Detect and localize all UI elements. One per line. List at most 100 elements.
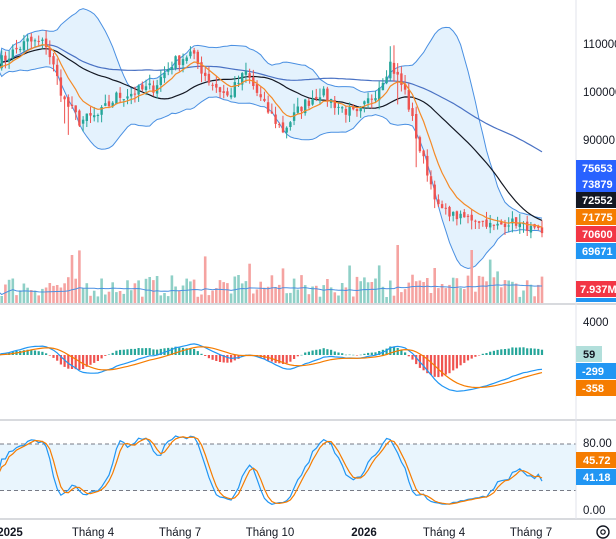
volume-bar: [44, 287, 48, 303]
volume-bar: [540, 276, 544, 303]
svg-text:45.72: 45.72: [583, 455, 611, 467]
candle: [241, 72, 244, 91]
candle: [56, 58, 59, 85]
macd-histogram-bar: [341, 353, 344, 355]
candle: [26, 34, 29, 50]
macd-histogram-bar: [67, 355, 70, 369]
price-label-badge: 72552: [576, 192, 616, 208]
macd-histogram-bar: [45, 353, 48, 355]
macd-histogram-bar: [507, 348, 510, 355]
macd-histogram-bar: [392, 347, 396, 355]
candle: [311, 90, 314, 106]
volume-bar: [315, 285, 318, 303]
volume-bar: [292, 278, 296, 303]
volume-bar: [4, 284, 7, 303]
candle: [381, 78, 385, 91]
candle: [507, 217, 510, 232]
macd-histogram-bar: [330, 349, 333, 355]
macd-histogram-bar: [492, 350, 495, 355]
svg-text:-358: -358: [582, 383, 604, 395]
volume-bar: [26, 287, 29, 303]
price-panel[interactable]: [0, 8, 544, 270]
macd-histogram-bar: [307, 351, 310, 355]
candle: [133, 86, 137, 103]
candle: [33, 38, 37, 48]
stochastic-label-badge: 41.18: [576, 469, 616, 485]
macd-histogram-bar: [107, 354, 111, 355]
candle: [492, 224, 496, 231]
x-tick-label: Tháng 4: [423, 527, 466, 539]
volume-label-badge: 7.937M: [576, 281, 616, 297]
volume-bar: [359, 281, 362, 303]
macd-histogram-bar: [137, 348, 140, 355]
volume-bar: [285, 293, 288, 303]
candle: [474, 219, 477, 229]
volume-bar: [229, 293, 233, 303]
volume-bar: [207, 295, 211, 303]
candle: [107, 94, 111, 109]
price-tick-label: 110000: [583, 39, 616, 51]
volume-bar: [181, 285, 185, 303]
macd-histogram-bar: [348, 354, 351, 356]
price-label-badge: 69671: [576, 243, 616, 259]
macd-label-badge: 59: [576, 346, 602, 362]
macd-histogram-bar: [218, 355, 222, 362]
candle: [374, 90, 377, 104]
volume-bar: [48, 283, 52, 303]
candle: [159, 69, 162, 92]
macd-histogram-bar: [22, 350, 25, 355]
volume-bar: [278, 284, 281, 303]
macd-histogram-bar: [370, 352, 373, 355]
moving-average-slow: [0, 48, 543, 221]
svg-text:41.18: 41.18: [583, 472, 611, 484]
candle: [41, 37, 44, 49]
macd-histogram-bar: [111, 352, 114, 355]
volume-bar: [107, 291, 111, 303]
macd-histogram-bar: [163, 348, 166, 355]
macd-histogram-bar: [352, 354, 355, 356]
candle: [163, 66, 166, 83]
macd-histogram-bar: [56, 355, 59, 361]
svg-text:59: 59: [583, 349, 595, 361]
volume-bar: [222, 282, 225, 303]
macd-histogram-bar: [503, 349, 507, 355]
candle: [378, 81, 381, 110]
volume-panel[interactable]: [0, 245, 544, 303]
candle: [93, 107, 96, 122]
macd-histogram-bar: [344, 354, 347, 356]
svg-text:7.937M: 7.937M: [580, 284, 616, 296]
macd-histogram-bar: [389, 346, 392, 355]
macd-histogram-bar: [126, 349, 129, 355]
volume-bar: [503, 280, 507, 303]
volume-bar: [189, 281, 192, 303]
panel-separators: [0, 0, 616, 520]
volume-bar: [203, 256, 207, 303]
macd-histogram-bar: [156, 349, 159, 355]
gear-icon[interactable]: [596, 525, 610, 539]
volume-bar: [392, 295, 396, 303]
macd-histogram-bar: [374, 352, 377, 355]
macd-panel[interactable]: [0, 343, 544, 392]
volume-bar: [218, 280, 222, 303]
candle: [15, 39, 18, 54]
volume-bar: [329, 287, 333, 303]
volume-bar: [422, 282, 425, 303]
candle: [281, 115, 285, 134]
volume-bar: [525, 280, 529, 303]
volume-bar: [407, 282, 411, 303]
candle: [466, 214, 470, 224]
macd-histogram-bar: [285, 355, 288, 364]
stochastic-panel[interactable]: [0, 435, 576, 505]
candle: [85, 113, 88, 127]
candle: [344, 106, 348, 123]
macd-histogram-bar: [489, 351, 492, 355]
macd-histogram-bar: [378, 351, 381, 355]
volume-bar: [92, 290, 96, 303]
candle: [455, 210, 459, 226]
volume-bar: [363, 277, 366, 303]
candles: [0, 30, 544, 239]
macd-histogram-bar: [52, 355, 55, 358]
macd-histogram-bar: [478, 355, 481, 356]
candle: [266, 95, 270, 114]
